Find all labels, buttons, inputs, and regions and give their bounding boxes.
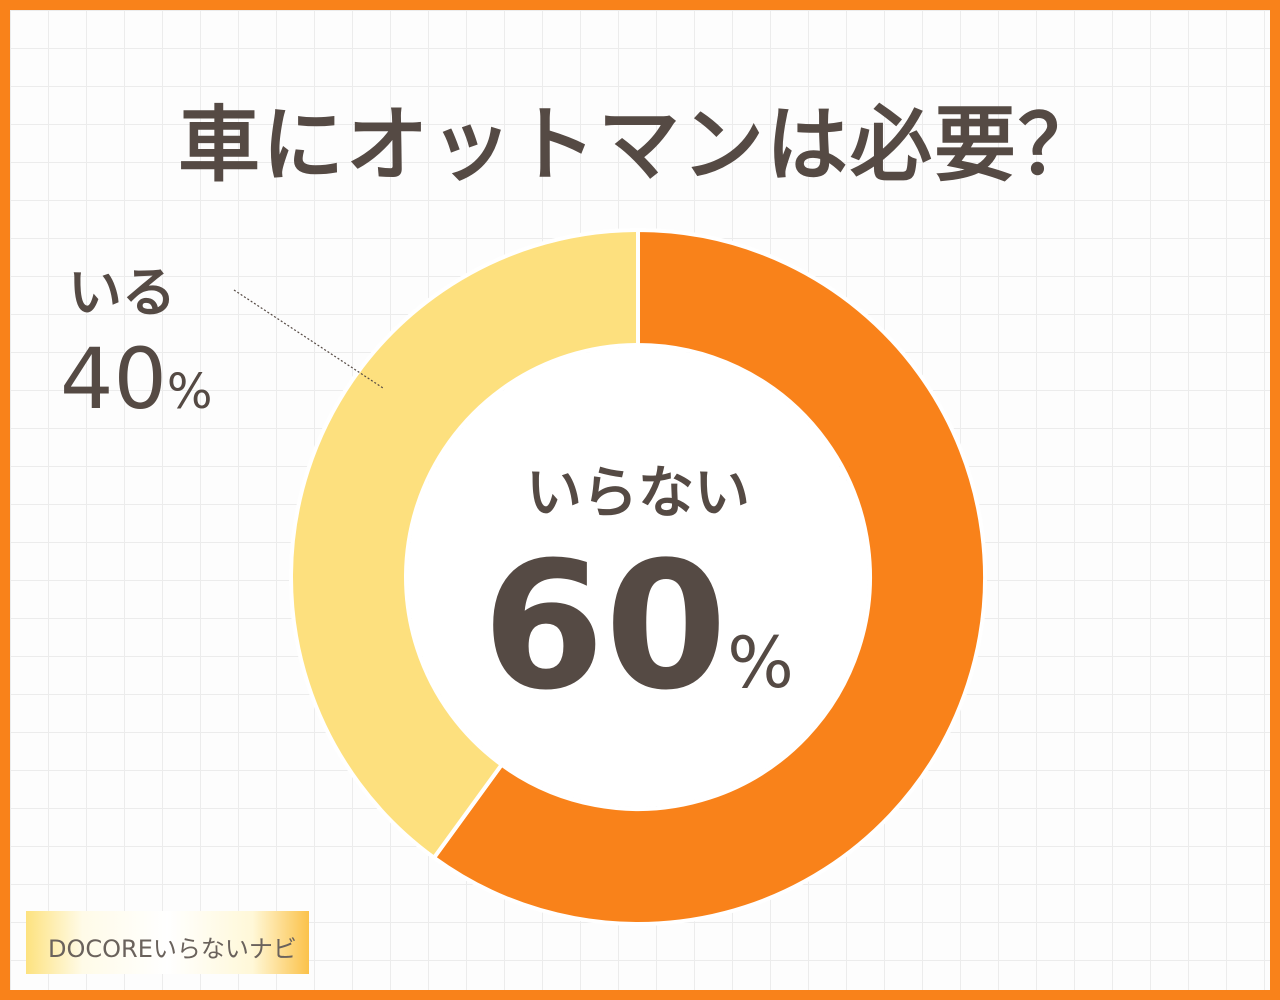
value-number: 60 — [482, 524, 728, 729]
chart-title: 車にオットマンは必要？ — [177, 98, 1102, 193]
slice-value-yes: 40% — [60, 330, 213, 428]
donut-slice-yes — [289, 227, 640, 861]
slice-label-yes: いる — [68, 261, 176, 324]
slice-value-no: 60% — [438, 530, 838, 724]
donut-hole — [408, 347, 868, 807]
value-unit: % — [166, 364, 213, 420]
donut-slice-no — [431, 227, 987, 926]
value-number: 40 — [60, 330, 167, 428]
value-unit: % — [727, 622, 794, 704]
leader-line — [233, 289, 384, 389]
brand-logo: DOCOREいらないナビ — [26, 911, 309, 974]
logo-text: DOCOREいらないナビ — [48, 935, 297, 963]
slice-label-no: いらない — [526, 461, 750, 526]
